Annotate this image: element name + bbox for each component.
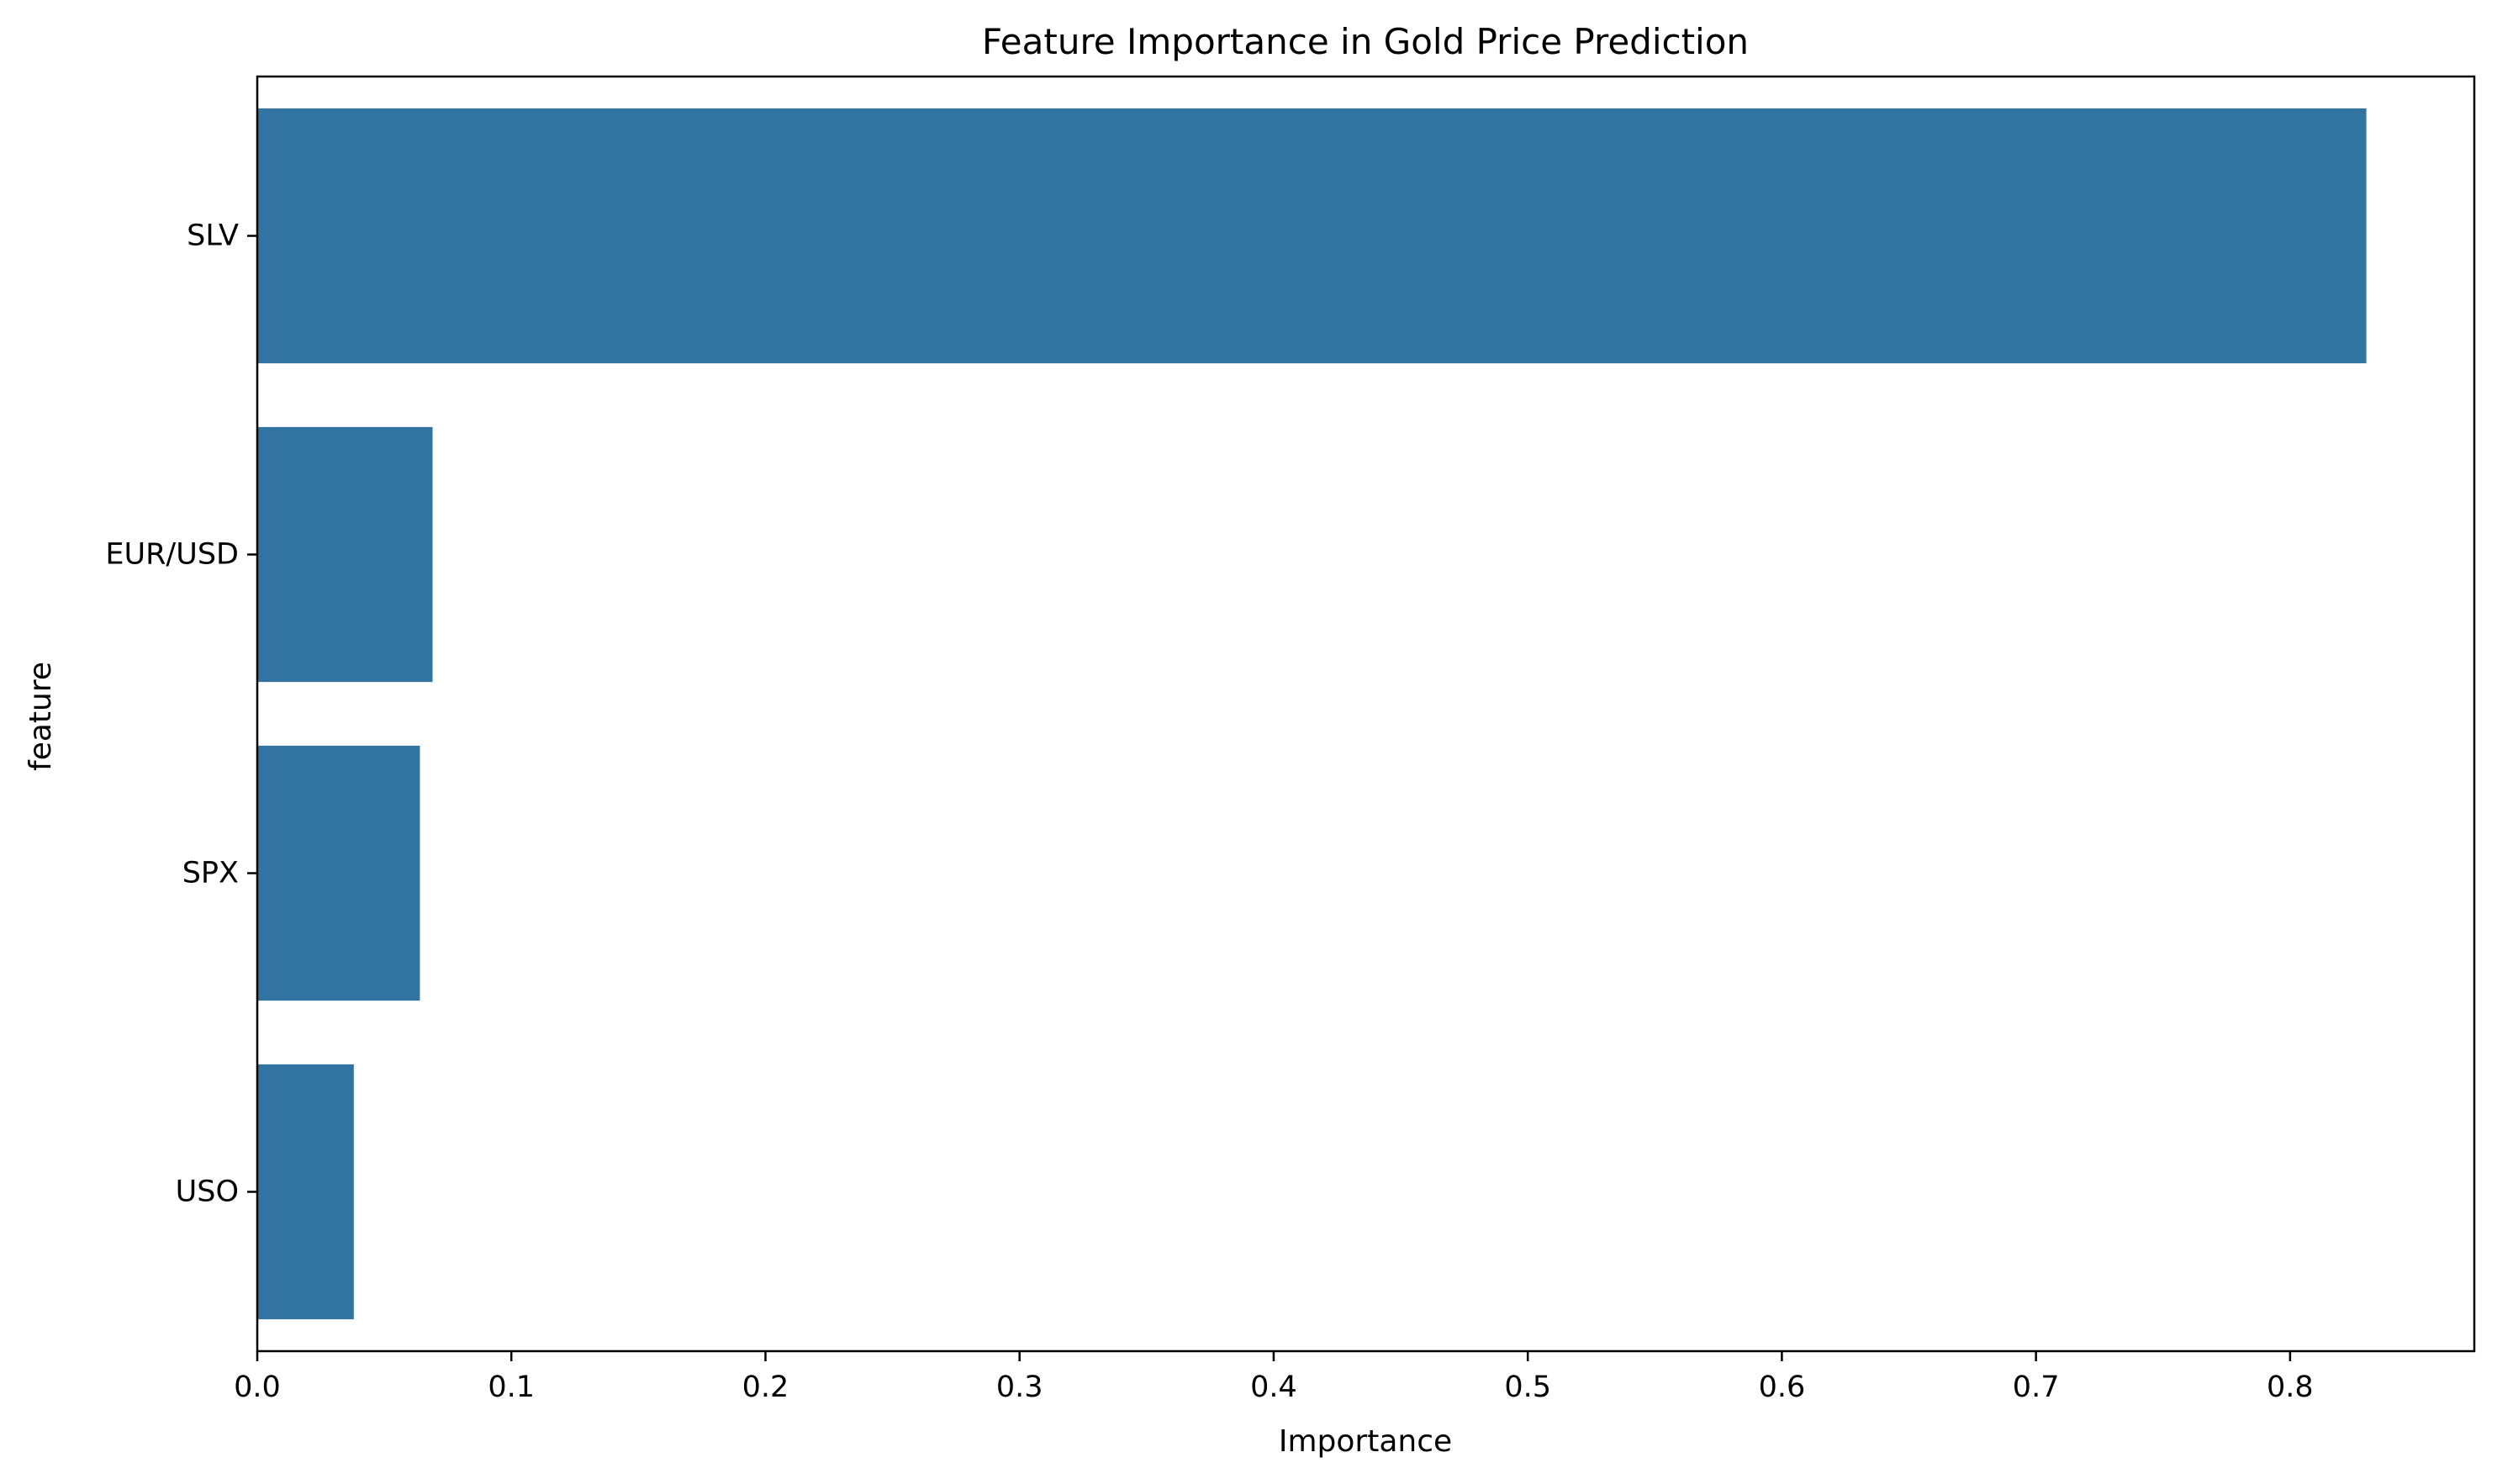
x-tick-label: 0.4: [1250, 1370, 1297, 1404]
bar-eur-usd: [257, 426, 433, 683]
x-tick-label: 0.5: [1504, 1370, 1551, 1404]
x-tick-label: 0.8: [2267, 1370, 2314, 1404]
x-axis-label: Importance: [1279, 1424, 1452, 1459]
bar-slv: [257, 108, 2367, 364]
bars-group: [257, 108, 2367, 1320]
x-tick-label: 0.0: [234, 1370, 281, 1404]
x-tick-label: 0.7: [2013, 1370, 2060, 1404]
y-tick-label: USO: [176, 1175, 239, 1209]
chart-title: Feature Importance in Gold Price Predict…: [982, 21, 1749, 62]
bar-uso: [257, 1064, 354, 1320]
plot-frame: [256, 75, 2476, 1353]
x-axis-ticks: 0.0 0.1 0.2 0.3 0.4 0.5 0.6 0.7 0.8: [234, 1351, 2314, 1404]
x-tick-label: 0.3: [996, 1370, 1043, 1404]
x-tick-label: 0.2: [742, 1370, 789, 1404]
x-tick-label: 0.1: [488, 1370, 535, 1404]
y-tick-label: SPX: [182, 857, 239, 890]
y-axis-label: feature: [24, 662, 58, 771]
x-tick-label: 0.6: [1759, 1370, 1806, 1404]
bar-spx: [257, 745, 420, 1001]
y-axis-ticks: SLV EUR/USD SPX USO: [105, 219, 257, 1209]
y-tick-label: EUR/USD: [105, 538, 239, 572]
y-tick-label: SLV: [187, 219, 239, 253]
